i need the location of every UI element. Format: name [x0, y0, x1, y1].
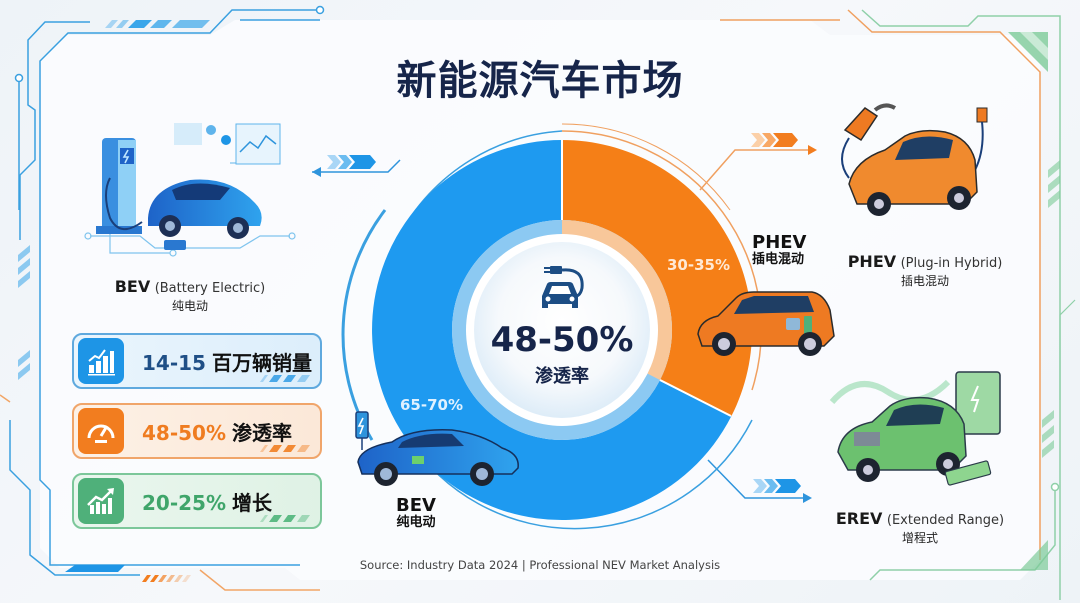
- stat-card-penetration: 48-50% 渗透率: [72, 403, 322, 459]
- page-title: 新能源汽车市场: [396, 58, 684, 104]
- phev-suv-icon: [697, 291, 835, 356]
- stat-penetration-value: 48-50%: [142, 420, 227, 445]
- bev-charging-illustration-icon: [84, 123, 296, 257]
- phev-fuel-plug-illustration-icon: [841, 103, 988, 216]
- phev-share-label: 30-35%: [667, 256, 731, 274]
- erev-caption: EREV (Extended Range) 增程式: [830, 508, 1010, 546]
- bev-share-label: 65-70%: [400, 396, 464, 414]
- erev-english: (Extended Range): [886, 513, 1005, 528]
- source-note: Source: Industry Data 2024 | Professiona…: [359, 558, 721, 572]
- stripe-decoration: [260, 515, 310, 522]
- phev-donut-code: PHEV: [752, 232, 807, 253]
- stripe-decoration: [260, 375, 310, 382]
- stat-penetration-label: 渗透率: [232, 420, 293, 445]
- erev-chinese: 增程式: [901, 530, 938, 545]
- erev-code: EREV: [835, 509, 883, 528]
- ev-car-plug-icon: [542, 266, 584, 308]
- phev-english: (Plug-in Hybrid): [900, 256, 1003, 271]
- erev-range-extender-illustration-icon: [829, 371, 1001, 486]
- stat-growth-value: 20-25%: [142, 490, 227, 515]
- phev-donut-chinese: 插电混动: [752, 251, 805, 267]
- bev-sedan-icon: [355, 411, 519, 486]
- bev-donut-chinese: 纯电动: [396, 514, 436, 530]
- donut-chart: [341, 123, 762, 530]
- bev-code: BEV: [114, 277, 151, 296]
- bev-donut-code: BEV: [396, 495, 436, 516]
- growth-chart-icon: [78, 478, 124, 524]
- stat-sales-label: 百万辆销量: [211, 350, 312, 375]
- bev-donut-caption: BEV 纯电动: [376, 496, 456, 530]
- stat-card-sales: 14-15 百万辆销量: [72, 333, 322, 389]
- stat-card-growth: 20-25% 增长: [72, 473, 322, 529]
- bev-chinese: 纯电动: [171, 298, 208, 313]
- bev-caption: BEV (Battery Electric) 纯电动: [95, 276, 285, 314]
- stat-sales-value: 14-15: [142, 350, 206, 375]
- stripe-decoration: [260, 445, 310, 452]
- phev-code: PHEV: [847, 252, 897, 271]
- donut-center-label: 渗透率: [535, 366, 589, 387]
- speedometer-icon: [78, 408, 124, 454]
- stat-growth-label: 增长: [232, 490, 273, 515]
- phev-caption: PHEV (Plug-in Hybrid) 插电混动: [835, 251, 1015, 289]
- bev-english: (Battery Electric): [154, 281, 266, 296]
- bar-chart-icon: [78, 338, 124, 384]
- donut-center-value: 48-50%: [490, 320, 634, 360]
- phev-donut-caption: PHEV 插电混动: [752, 233, 832, 267]
- phev-chinese: 插电混动: [900, 273, 949, 288]
